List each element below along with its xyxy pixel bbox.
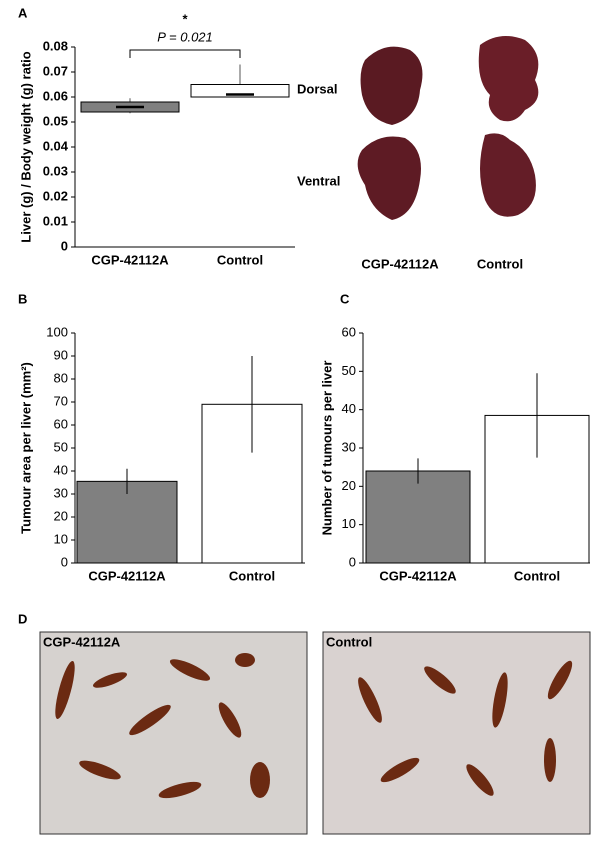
y-tick-label: 40 [54,462,68,477]
y-tick-label: 0.08 [43,38,68,53]
section-photo [322,631,591,835]
y-tick-label: 0 [61,554,68,569]
y-tick-label: 80 [54,370,68,385]
section-label: CGP-42112A [43,634,121,649]
bracket [129,49,241,58]
liver-photos [357,36,539,220]
photo-label: CGP-42112A [361,256,439,271]
y-tick-label: 10 [54,531,68,546]
box [190,84,290,98]
bar [365,470,471,564]
annotation: * [182,11,188,26]
y-tick-label: 0.02 [43,188,68,203]
y-tick-label: 0.05 [43,113,68,128]
y-tick-label: 0.07 [43,63,68,78]
x-tick-label: CGP-42112A [379,568,457,583]
photo-label: Dorsal [297,81,337,96]
y-tick-label: 0.06 [43,88,68,103]
y-tick-label: 0 [61,238,68,253]
panel-label: B [18,291,27,306]
y-tick-label: 30 [54,485,68,500]
y-tick-label: 90 [54,347,68,362]
section-label: Control [326,634,372,649]
annotation: P = 0.021 [157,29,213,44]
y-tick-label: 70 [54,393,68,408]
photo-label: Ventral [297,173,340,188]
y-tick-label: 60 [54,416,68,431]
y-tick-label: 20 [54,508,68,523]
y-axis-label: Tumour area per liver (mm²) [18,362,33,534]
y-tick-label: 60 [342,324,356,339]
y-axis-label: Liver (g) / Body weight (g) ratio [18,51,33,242]
y-tick-label: 30 [342,439,356,454]
panel-label: C [340,291,350,306]
x-tick-label: CGP-42112A [88,568,166,583]
sections [55,653,573,799]
x-tick-label: CGP-42112A [91,252,169,267]
panel-label: A [18,5,28,20]
y-tick-label: 100 [46,324,68,339]
y-tick-label: 10 [342,516,356,531]
y-tick-label: 40 [342,401,356,416]
panel-label: D [18,611,27,626]
y-tick-label: 20 [342,478,356,493]
y-tick-label: 50 [54,439,68,454]
x-tick-label: Control [217,252,263,267]
y-axis-label: Number of tumours per liver [319,361,334,536]
y-tick-label: 0.03 [43,163,68,178]
y-tick-label: 0.04 [43,138,69,153]
y-tick-label: 50 [342,363,356,378]
y-tick-label: 0.01 [43,213,68,228]
bar [76,480,178,564]
x-tick-label: Control [514,568,560,583]
photo-label: Control [477,256,523,271]
x-tick-label: Control [229,568,275,583]
y-tick-label: 0 [349,554,356,569]
